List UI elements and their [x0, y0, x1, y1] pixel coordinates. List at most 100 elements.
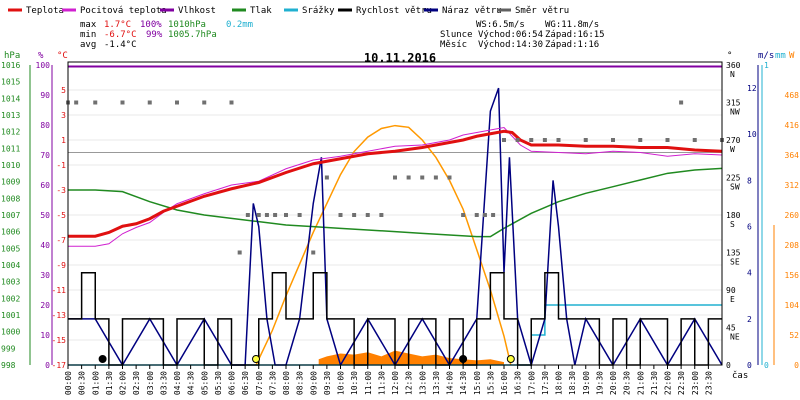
wind-direction-point — [379, 213, 384, 217]
x-tick-label: 00:30 — [78, 371, 87, 395]
wind-direction-point — [324, 175, 329, 180]
x-tick-label: 00:00 — [64, 371, 73, 395]
moon-label: Měsíc — [440, 40, 467, 50]
wind-direction-point — [74, 100, 79, 105]
x-tick-label: 14:00 — [446, 371, 455, 395]
temp-tick-label: 5 — [61, 86, 66, 95]
wind-direction-point — [256, 213, 261, 217]
axis-title-ms: m/s — [758, 51, 774, 61]
x-tick-label: 01:00 — [91, 371, 100, 395]
wind-direction-point — [482, 213, 487, 217]
moon-set: Západ:1:16 — [545, 40, 599, 50]
solar-tick-label: 416 — [785, 121, 800, 130]
wind-tick-label: 0 — [747, 361, 752, 370]
direction-tick-label: 315 — [726, 99, 741, 108]
stats-max-hum: 100% — [140, 20, 162, 30]
direction-cardinal-label: W — [730, 145, 735, 154]
direction-tick-label: 45 — [726, 324, 736, 333]
x-tick-label: 22:00 — [664, 371, 673, 395]
temp-tick-label: -11 — [52, 286, 67, 295]
x-tick-label: 18:00 — [555, 371, 564, 395]
legend-item: Pocitová teplota — [80, 6, 167, 16]
x-tick-label: 06:00 — [228, 371, 237, 395]
temp-tick-label: -5 — [56, 211, 66, 220]
direction-tick-label: 180 — [726, 211, 741, 220]
wind-direction-point — [583, 138, 588, 142]
x-tick-label: 02:00 — [119, 371, 128, 395]
humidity-tick-label: 20 — [40, 301, 50, 310]
humidity-tick-label: 0 — [45, 361, 50, 370]
pressure-tick-label: 1006 — [1, 228, 20, 237]
x-tick-label: 06:30 — [241, 371, 250, 395]
stats-avg-label: avg — [80, 40, 96, 50]
wind-direction-point — [202, 100, 207, 105]
x-tick-label: 12:30 — [405, 371, 414, 395]
wind-direction-point — [529, 138, 534, 142]
pressure-tick-label: 1001 — [1, 311, 20, 320]
solar-tick-label: 468 — [785, 91, 800, 100]
wind-direction-point — [365, 213, 370, 217]
wind-direction-point — [638, 138, 643, 142]
series-solar-measured — [318, 350, 504, 365]
x-tick-label: 04:00 — [173, 371, 182, 395]
series-pressure — [68, 167, 723, 238]
pressure-tick-label: 1003 — [1, 278, 20, 287]
wind-direction-point — [665, 138, 670, 142]
legend-item: Rychlost větru — [356, 6, 432, 16]
legend-item: Náraz větru — [442, 6, 502, 16]
x-tick-label: 13:00 — [418, 371, 427, 395]
wind-direction-point — [474, 213, 479, 217]
wind-direction-point — [338, 213, 343, 217]
moonrise-marker — [459, 355, 468, 363]
x-tick-label: 20:00 — [609, 371, 618, 395]
humidity-tick-label: 30 — [40, 271, 50, 280]
series-temperature — [68, 129, 723, 238]
temp-tick-label: 3 — [61, 111, 66, 120]
axis-title-time: čas — [732, 370, 748, 381]
wind-direction-point — [120, 100, 125, 105]
wind-direction-point — [311, 250, 316, 255]
sun-set: Západ:16:15 — [545, 30, 605, 40]
x-tick-label: 09:30 — [323, 371, 332, 395]
x-tick-label: 03:00 — [146, 371, 155, 395]
temp-tick-label: -1 — [56, 161, 66, 170]
moonset-marker — [98, 355, 107, 363]
series-layer — [66, 65, 724, 368]
direction-tick-label: 225 — [726, 174, 741, 183]
direction-cardinal-label: NE — [730, 333, 740, 342]
wind-direction-point — [433, 175, 438, 180]
temp-tick-label: -3 — [56, 186, 66, 195]
axis-title-mm: mm — [775, 51, 786, 61]
temp-tick-label: -7 — [56, 236, 66, 245]
pressure-tick-label: 1015 — [1, 78, 20, 87]
sun-label: Slunce — [440, 30, 473, 40]
wind-direction-point — [147, 100, 152, 105]
direction-cardinal-label: E — [730, 295, 735, 304]
pressure-tick-label: 1012 — [1, 128, 20, 137]
direction-cardinal-label: NW — [730, 108, 740, 117]
plot-frame — [67, 61, 723, 366]
stats-max-rain: 0.2mm — [226, 20, 253, 30]
direction-cardinal-label: SW — [730, 183, 740, 192]
sunrise-marker — [252, 355, 261, 363]
legend: Teplota Pocitová teplota Vlhkost Tlak Srážky… — [8, 6, 569, 16]
stats-max-label: max — [80, 20, 97, 30]
sunset-marker — [506, 355, 515, 363]
x-tick-label: 11:00 — [364, 371, 373, 395]
solar-tick-label: 52 — [789, 331, 799, 340]
x-tick-label: 02:30 — [132, 371, 141, 395]
temp-tick-label: 1 — [61, 136, 66, 145]
x-tick-label: 07:00 — [255, 371, 264, 395]
stats-max-pres: 1010hPa — [168, 20, 206, 30]
wind-direction-point — [502, 138, 506, 142]
legend-item: Tlak — [250, 6, 272, 16]
legend-item: Teplota — [26, 6, 64, 16]
rain-tick-label: 0 — [764, 361, 769, 370]
series-feels-like — [68, 126, 723, 247]
solar-tick-label: 156 — [785, 271, 800, 280]
wind-tick-label: 4 — [747, 269, 752, 278]
solar-tick-label: 260 — [785, 211, 800, 220]
x-tick-label: 10:00 — [337, 371, 346, 395]
pressure-tick-label: 1014 — [1, 94, 20, 103]
